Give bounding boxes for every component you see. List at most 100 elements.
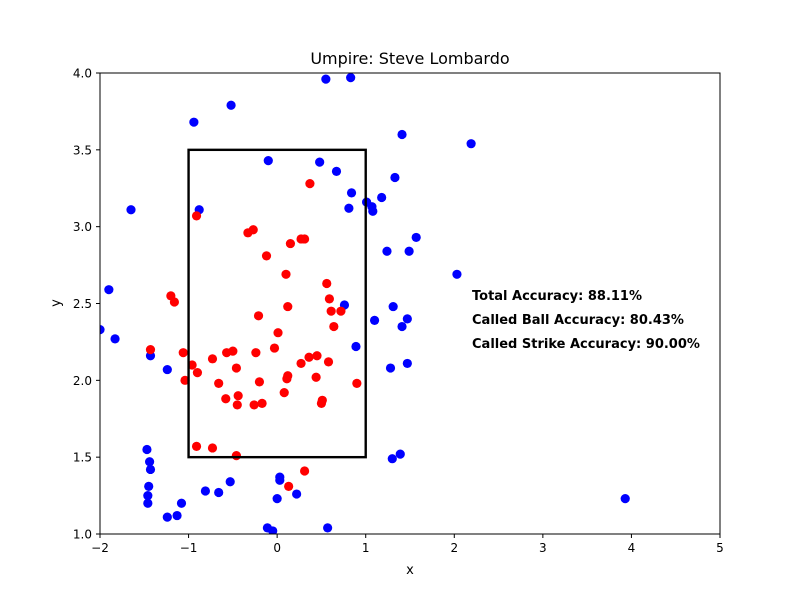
red-point-11 (169, 297, 179, 307)
blue-point-3 (226, 100, 236, 110)
red-point-41 (221, 394, 231, 404)
chart-title: Umpire: Steve Lombardo (310, 49, 509, 68)
x-tick-label: −1 (180, 541, 198, 555)
blue-point-33 (162, 364, 172, 375)
red-point-20 (178, 348, 188, 358)
blue-point-1 (346, 73, 356, 83)
blue-point-43 (176, 498, 187, 508)
blue-point-4 (397, 129, 407, 140)
red-point-4 (285, 238, 296, 249)
x-tick-label: 1 (362, 541, 370, 555)
y-tick-label: 1.5 (73, 451, 92, 465)
red-point-34 (214, 378, 224, 389)
blue-point-16 (377, 192, 387, 203)
red-point-13 (283, 301, 293, 312)
blue-point-10 (126, 205, 136, 215)
blue-point-22 (104, 285, 114, 295)
blue-point-47 (214, 487, 224, 498)
red-point-21 (269, 343, 280, 353)
red-point-30 (192, 368, 203, 378)
blue-point-38 (387, 454, 397, 464)
blue-point-52 (272, 494, 282, 504)
blue-point-17 (344, 203, 354, 213)
blue-point-29 (110, 334, 120, 344)
blue-point-0 (321, 74, 331, 84)
red-point-29 (187, 360, 197, 370)
red-point-51 (300, 466, 310, 476)
blue-point-15 (368, 206, 378, 216)
red-point-27 (312, 351, 322, 361)
blue-point-34 (385, 363, 396, 373)
red-point-49 (207, 443, 218, 453)
blue-point-9 (390, 172, 400, 183)
red-point-12 (324, 294, 334, 304)
red-point-3 (248, 225, 258, 235)
blue-point-25 (369, 315, 380, 326)
blue-point-42 (143, 498, 153, 508)
blue-point-54 (268, 526, 278, 534)
red-point-38 (311, 372, 321, 382)
blue-point-18 (411, 232, 421, 243)
blue-point-48 (225, 477, 235, 487)
y-tick-label: 2.0 (73, 374, 92, 388)
x-tick-label: 4 (628, 541, 636, 555)
red-point-16 (253, 311, 264, 321)
x-tick-label: 3 (539, 541, 547, 555)
blue-point-36 (145, 457, 155, 467)
x-axis-ticks: −2 −1 0 1 2 3 4 5 (91, 534, 724, 555)
red-point-48 (191, 441, 202, 452)
red-point-31 (296, 358, 306, 369)
red-point-37 (282, 374, 292, 384)
blue-point-45 (172, 510, 182, 521)
red-point-6 (300, 234, 310, 244)
accuracy-annotation-1: Called Ball Accuracy: 80.43% (472, 313, 684, 328)
red-point-32 (231, 363, 241, 373)
blue-point-37 (145, 464, 156, 475)
red-point-50 (231, 451, 241, 461)
blue-point-2 (189, 117, 199, 127)
blue-point-51 (292, 489, 302, 499)
red-point-19 (145, 345, 156, 355)
y-axis-ticks: 1.0 1.5 2.0 2.5 3.0 3.5 4.0 (73, 67, 100, 542)
blue-point-46 (200, 486, 210, 496)
blue-point-56 (620, 494, 630, 504)
red-point-52 (284, 481, 294, 491)
red-point-25 (251, 348, 261, 358)
blue-point-30 (351, 341, 361, 352)
blue-point-55 (323, 523, 333, 533)
blue-point-12 (346, 188, 357, 198)
x-tick-label: 5 (716, 541, 724, 555)
blue-point-21 (452, 269, 462, 279)
blue-point-32 (402, 358, 412, 369)
y-axis-label: y (49, 299, 64, 307)
blue-point-40 (144, 481, 154, 491)
x-axis-label: x (406, 563, 414, 578)
blue-point-7 (315, 157, 325, 167)
y-tick-label: 1.0 (73, 528, 92, 542)
x-tick-label: 2 (450, 541, 458, 555)
blue-point-24 (388, 301, 398, 312)
blue-point-6 (263, 155, 273, 166)
blue-point-35 (142, 444, 152, 455)
red-point-15 (336, 306, 346, 316)
red-point-33 (180, 375, 190, 385)
y-tick-label: 3.5 (73, 143, 92, 157)
x-tick-label: −2 (91, 541, 109, 555)
y-tick-label: 4.0 (73, 67, 92, 81)
red-point-9 (322, 278, 332, 289)
blue-point-19 (382, 246, 392, 256)
red-point-26 (304, 352, 314, 362)
red-point-45 (249, 400, 259, 410)
blue-point-50 (275, 472, 285, 482)
red-point-28 (323, 357, 334, 367)
blue-point-28 (100, 325, 105, 335)
red-point-24 (228, 346, 238, 356)
red-point-42 (233, 391, 243, 401)
blue-point-41 (143, 490, 153, 501)
red-point-17 (329, 321, 339, 332)
points-layer (100, 73, 630, 534)
x-tick-label: 0 (273, 541, 281, 555)
blue-point-26 (397, 321, 407, 332)
